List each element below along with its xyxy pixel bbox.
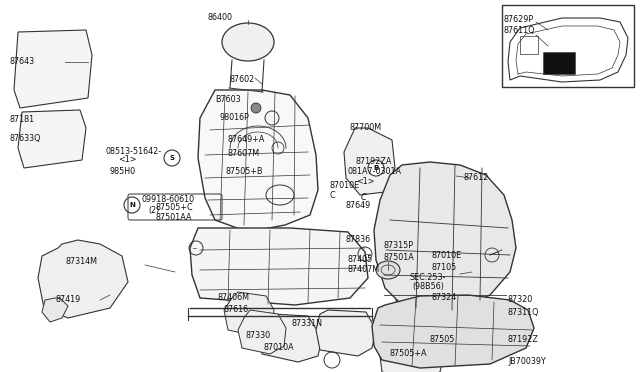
Text: 87611Q: 87611Q xyxy=(503,26,534,35)
Text: 87181: 87181 xyxy=(9,115,34,125)
Text: 87010A: 87010A xyxy=(264,343,294,353)
Text: 87324: 87324 xyxy=(432,294,457,302)
Text: 87700M: 87700M xyxy=(350,124,382,132)
Bar xyxy=(502,5,634,87)
Text: <1>: <1> xyxy=(356,177,374,186)
Text: 87505+B: 87505+B xyxy=(226,167,264,176)
Text: 87315P: 87315P xyxy=(384,241,414,250)
Text: S: S xyxy=(170,155,175,161)
Text: 87607M: 87607M xyxy=(228,148,260,157)
Text: 87192ZA: 87192ZA xyxy=(356,157,392,167)
Polygon shape xyxy=(198,90,318,232)
Text: B7603: B7603 xyxy=(215,96,241,105)
Text: 87649+A: 87649+A xyxy=(228,135,266,144)
Text: 87602: 87602 xyxy=(230,76,255,84)
Polygon shape xyxy=(508,18,628,82)
Text: 87419: 87419 xyxy=(55,295,80,305)
Polygon shape xyxy=(38,240,128,318)
Polygon shape xyxy=(432,312,496,354)
Polygon shape xyxy=(14,30,92,108)
Text: 87505+A: 87505+A xyxy=(390,350,428,359)
Text: 081A7-0301A: 081A7-0301A xyxy=(348,167,402,176)
Polygon shape xyxy=(380,335,444,372)
Text: 87649: 87649 xyxy=(345,201,371,209)
Text: 87406M: 87406M xyxy=(218,294,250,302)
Text: 87105: 87105 xyxy=(432,263,457,273)
Ellipse shape xyxy=(222,23,274,61)
Text: 87505+C: 87505+C xyxy=(155,203,193,212)
Text: 87320: 87320 xyxy=(508,295,533,305)
Polygon shape xyxy=(316,310,376,356)
Circle shape xyxy=(124,197,140,213)
Bar xyxy=(520,36,538,54)
Text: 98016P: 98016P xyxy=(220,113,250,122)
Bar xyxy=(543,52,575,74)
Text: 87505: 87505 xyxy=(430,336,456,344)
Circle shape xyxy=(368,160,384,176)
Text: 87501AA: 87501AA xyxy=(155,214,191,222)
Text: 87010E: 87010E xyxy=(330,180,360,189)
Text: C: C xyxy=(330,192,335,201)
Text: 87405: 87405 xyxy=(348,256,373,264)
Polygon shape xyxy=(374,162,516,312)
Text: 87616: 87616 xyxy=(224,305,249,314)
Text: 87612: 87612 xyxy=(464,173,489,183)
Text: 87330: 87330 xyxy=(246,330,271,340)
Text: B: B xyxy=(373,165,379,171)
Text: N: N xyxy=(129,202,135,208)
Polygon shape xyxy=(238,310,286,354)
Text: 87836: 87836 xyxy=(346,235,371,244)
Polygon shape xyxy=(422,252,486,298)
Text: (98B56): (98B56) xyxy=(412,282,444,292)
Text: 09918-60610: 09918-60610 xyxy=(142,196,195,205)
Polygon shape xyxy=(396,280,472,324)
Text: 87643: 87643 xyxy=(9,58,34,67)
Ellipse shape xyxy=(376,261,400,279)
Text: <1>: <1> xyxy=(118,155,136,164)
Text: 87311Q: 87311Q xyxy=(508,308,540,317)
Text: 985H0: 985H0 xyxy=(110,167,136,176)
Text: 87192Z: 87192Z xyxy=(508,336,539,344)
Text: 87629P: 87629P xyxy=(503,16,533,25)
Text: 87331N: 87331N xyxy=(292,318,323,327)
Text: (2): (2) xyxy=(148,205,159,215)
Text: 87407M: 87407M xyxy=(348,266,380,275)
Text: 87010E: 87010E xyxy=(432,250,462,260)
Text: 87314M: 87314M xyxy=(65,257,97,266)
Circle shape xyxy=(164,150,180,166)
Text: SEC.253-: SEC.253- xyxy=(410,273,446,282)
Text: 87501A: 87501A xyxy=(384,253,415,262)
Text: 87633Q: 87633Q xyxy=(9,134,40,142)
Text: C: C xyxy=(361,193,367,202)
Circle shape xyxy=(251,103,261,113)
Polygon shape xyxy=(42,298,68,322)
Polygon shape xyxy=(18,110,86,168)
Polygon shape xyxy=(224,292,274,336)
Text: JB70039Y: JB70039Y xyxy=(508,357,546,366)
Text: 86400: 86400 xyxy=(207,13,232,22)
Polygon shape xyxy=(344,128,395,195)
Polygon shape xyxy=(258,314,322,362)
Text: 08513-51642-: 08513-51642- xyxy=(105,148,161,157)
Polygon shape xyxy=(372,295,534,368)
Polygon shape xyxy=(190,228,368,305)
